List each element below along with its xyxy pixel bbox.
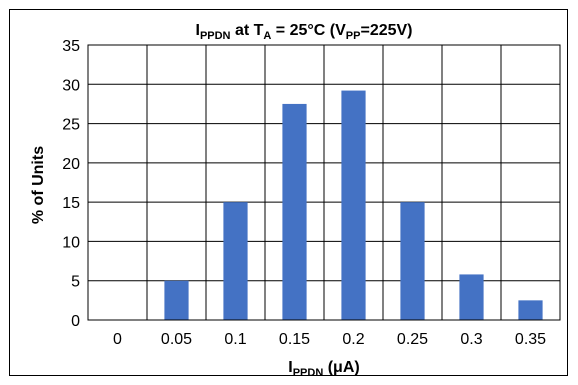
y-tick-label: 25 [62, 117, 80, 134]
y-tick-label: 35 [62, 38, 80, 55]
y-axis-label: % of Units [30, 146, 47, 224]
x-tick-label: 0 [113, 331, 122, 348]
bar [518, 300, 543, 320]
bar [459, 274, 484, 320]
bar [400, 202, 425, 320]
bar [223, 202, 248, 320]
y-tick-label: 30 [62, 77, 80, 94]
y-tick-labels: 0 5 10 15 20 25 30 35 [62, 38, 80, 330]
plot-area [87, 44, 561, 321]
gridlines [88, 44, 560, 321]
y-tick-label: 10 [62, 234, 80, 251]
x-tick-label: 0.05 [161, 331, 192, 348]
y-tick-label: 0 [71, 313, 80, 330]
bars [164, 90, 543, 320]
x-tick-label: 0.2 [342, 331, 364, 348]
x-tick-labels: 0 0.05 0.1 0.15 0.2 0.25 0.3 0.35 [113, 331, 546, 348]
x-tick-label: 0.3 [460, 331, 482, 348]
y-tick-label: 20 [62, 156, 80, 173]
x-tick-label: 0.35 [515, 331, 546, 348]
bar [282, 103, 307, 320]
bar [164, 280, 189, 320]
x-tick-label: 0.25 [397, 331, 428, 348]
x-tick-label: 0.1 [224, 331, 246, 348]
y-tick-label: 5 [71, 274, 80, 291]
y-tick-label: 15 [62, 195, 80, 212]
x-axis-label: IPPDN (μA) [288, 359, 359, 379]
chart-title: IPPDN at TA = 25°C (VPP=225V) [195, 22, 412, 42]
bar [341, 90, 366, 320]
x-tick-label: 0.15 [279, 331, 310, 348]
